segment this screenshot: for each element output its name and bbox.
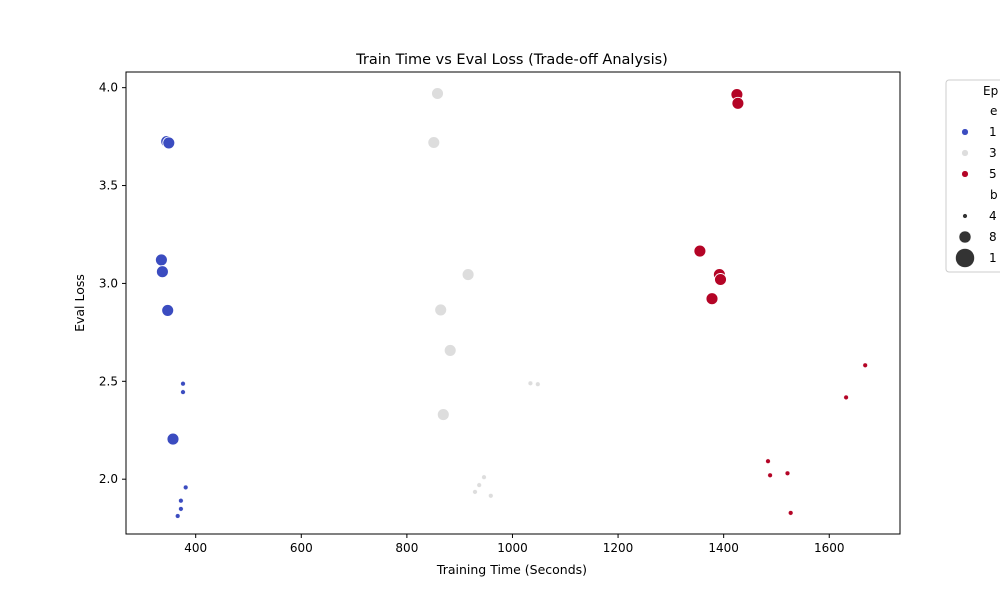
data-point (693, 244, 707, 258)
data-point (472, 489, 478, 495)
data-point (705, 292, 719, 306)
data-point (731, 96, 745, 110)
data-point (443, 343, 457, 357)
plot-area (125, 71, 901, 535)
legend-size-marker (962, 213, 968, 219)
legend-size-label: 8 (989, 230, 997, 244)
legend-size-label: 1 (989, 251, 997, 265)
legend-marker (961, 149, 969, 157)
legend-label: 5 (989, 167, 997, 181)
data-point (767, 472, 773, 478)
data-point (427, 136, 441, 149)
data-point (436, 408, 450, 422)
x-axis-label: Training Time (Seconds) (436, 562, 587, 577)
data-point (434, 303, 448, 317)
legend-label: 3 (989, 146, 997, 160)
data-point (154, 253, 168, 267)
legend-size-marker (955, 248, 975, 268)
data-point (843, 394, 849, 400)
legend-size-title: b (990, 188, 998, 202)
data-point (535, 381, 541, 387)
legend-hue-title: e (990, 104, 997, 118)
x-tick-label: 1000 (497, 541, 528, 555)
data-point (175, 513, 181, 519)
data-point (476, 482, 482, 488)
series-3 (427, 87, 541, 499)
legend-label: 1 (989, 125, 997, 139)
chart-title: Train Time vs Eval Loss (Trade-off Analy… (355, 52, 668, 68)
legend-box (945, 79, 1000, 273)
data-point (788, 510, 794, 516)
data-point (527, 380, 533, 386)
data-point (180, 381, 186, 387)
data-point (765, 458, 771, 464)
y-tick-label: 2.0 (99, 472, 118, 486)
data-point (180, 389, 186, 395)
legend-title: Ep (983, 84, 998, 98)
legend-size-label: 4 (989, 209, 997, 223)
legend-marker (961, 128, 969, 136)
x-tick-label: 600 (290, 541, 313, 555)
data-point (785, 470, 791, 476)
x-tick-label: 400 (184, 541, 207, 555)
data-point (166, 432, 180, 446)
data-point (488, 493, 494, 499)
x-tick-label: 1200 (603, 541, 634, 555)
y-tick-label: 3.0 (99, 276, 118, 290)
legend-size-marker (958, 230, 972, 244)
data-point (155, 265, 169, 279)
data-point (183, 484, 189, 490)
legend-marker (961, 170, 969, 178)
data-point (178, 498, 184, 504)
data-point (481, 474, 487, 480)
x-tick-label: 1600 (814, 541, 845, 555)
plot-frame (125, 71, 901, 535)
data-point (461, 268, 475, 282)
data-point (431, 87, 444, 100)
data-point (714, 273, 727, 286)
x-tick-label: 800 (395, 541, 418, 555)
y-tick-label: 3.5 (99, 179, 118, 193)
x-axis: 400 600 800 1000 1200 1400 1600 (184, 534, 845, 555)
series-5 (693, 88, 868, 516)
data-point (862, 362, 868, 368)
y-axis: 2.0 2.5 3.0 3.5 4.0 (99, 81, 126, 486)
legend: Ep e 1 3 5 b 4 8 1 (945, 79, 1000, 273)
data-point (161, 303, 175, 317)
y-axis-label: Eval Loss (72, 274, 87, 332)
y-tick-label: 4.0 (99, 81, 118, 95)
x-tick-label: 1400 (708, 541, 739, 555)
y-tick-label: 2.5 (99, 374, 118, 388)
data-point (162, 136, 176, 150)
series-1 (154, 135, 189, 519)
data-point (178, 506, 184, 512)
